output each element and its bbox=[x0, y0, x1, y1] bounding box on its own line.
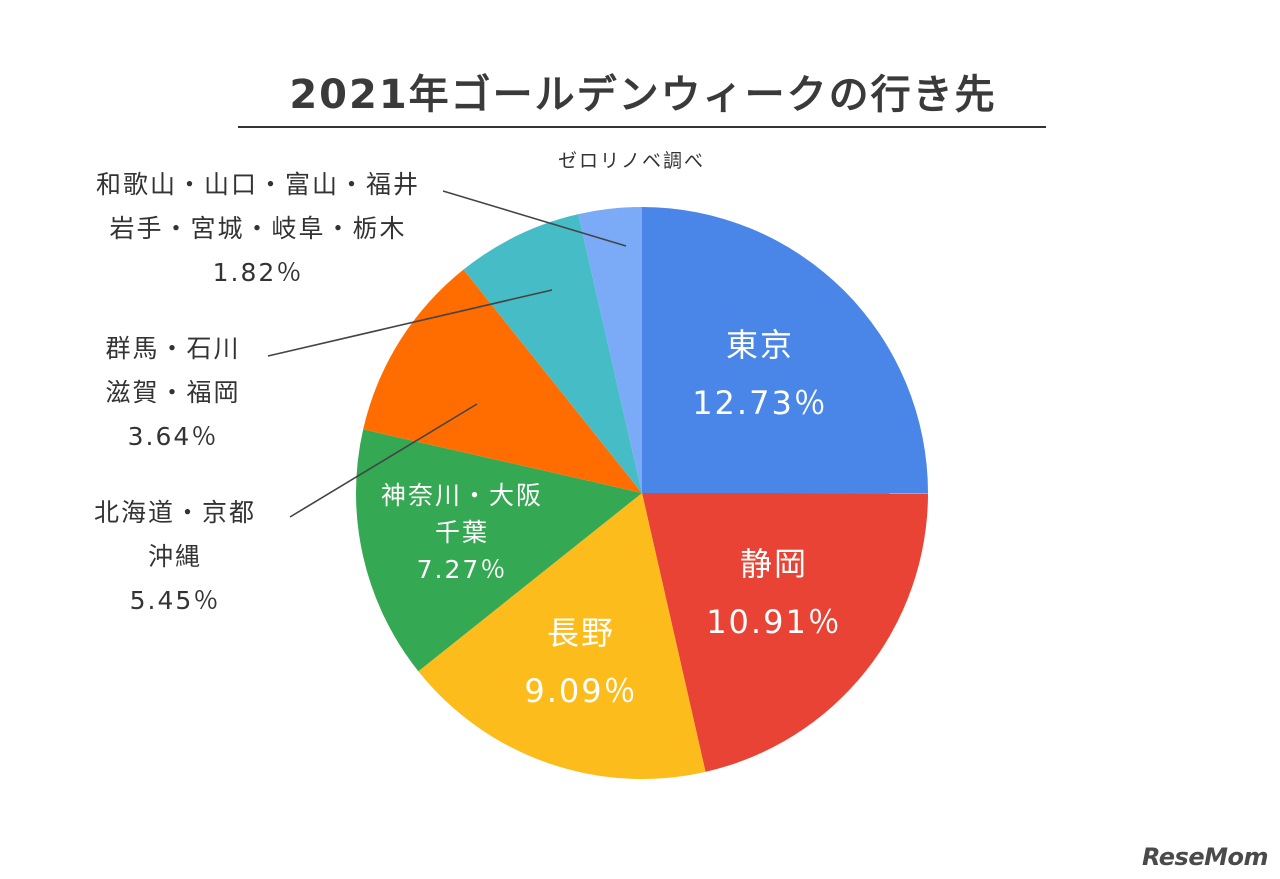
title-underline bbox=[238, 126, 1046, 128]
slice-label-value: 10.91％ bbox=[706, 603, 842, 641]
pie-slice-kanagawa bbox=[356, 429, 642, 672]
slice-label-name-line2: 滋賀・福岡 bbox=[105, 378, 241, 407]
slice-label-value: 3.64％ bbox=[127, 422, 219, 451]
pie-slice-hokkaido bbox=[363, 269, 642, 493]
slice-label-value: 9.09％ bbox=[524, 672, 638, 710]
slice-label-name-line1: 北海道・京都 bbox=[93, 498, 256, 527]
slice-label-name: 静岡 bbox=[739, 545, 808, 583]
slice-label-nagano: 長野 9.09％ bbox=[461, 604, 701, 720]
slice-label-value: 7.27％ bbox=[416, 555, 508, 584]
slice-label-value: 1.82％ bbox=[212, 258, 304, 287]
slice-label-name-line1: 神奈川・大阪 bbox=[380, 481, 543, 510]
slice-label-gunma: 群馬・石川 滋賀・福岡 3.64％ bbox=[70, 327, 276, 459]
slice-label-name-line2: 岩手・宮城・岐阜・栃木 bbox=[109, 214, 407, 243]
slice-label-name-line2: 沖縄 bbox=[147, 542, 202, 571]
slice-label-name-line2: 千葉 bbox=[434, 518, 489, 547]
pie-slice-tokyo bbox=[642, 207, 928, 494]
pie-slice-wakayama bbox=[578, 207, 642, 493]
source-note: ゼロリノベ調べ bbox=[558, 150, 706, 172]
chart-title: 2021年ゴールデンウィークの行き先 bbox=[289, 72, 997, 118]
slice-label-shizuoka: 静岡 10.91％ bbox=[654, 535, 894, 651]
slice-label-name: 長野 bbox=[546, 614, 615, 652]
slice-label-name-line1: 群馬・石川 bbox=[105, 334, 241, 363]
pie-slice-gunma bbox=[463, 214, 642, 494]
resemom-logo: ReseMom bbox=[1141, 843, 1269, 871]
slice-label-kanagawa: 神奈川・大阪 千葉 7.27％ bbox=[349, 477, 575, 588]
leader-line-wakayama bbox=[442, 190, 627, 247]
slice-label-tokyo: 東京 12.73％ bbox=[640, 316, 880, 432]
slice-label-hokkaido: 北海道・京都 沖縄 5.45％ bbox=[70, 491, 280, 623]
pie-slice-nagano bbox=[418, 493, 706, 779]
slice-label-name: 東京 bbox=[725, 326, 794, 364]
leader-line-gunma bbox=[267, 289, 553, 357]
slice-label-value: 12.73％ bbox=[692, 384, 828, 422]
slice-label-name-line1: 和歌山・山口・富山・福井 bbox=[95, 170, 420, 199]
slice-label-wakayama: 和歌山・山口・富山・福井 岩手・宮城・岐阜・栃木 1.82％ bbox=[56, 163, 460, 295]
pie-slice-shizuoka bbox=[642, 493, 928, 772]
leader-line-hokkaido bbox=[289, 403, 478, 518]
slice-label-value: 5.45％ bbox=[129, 586, 221, 615]
